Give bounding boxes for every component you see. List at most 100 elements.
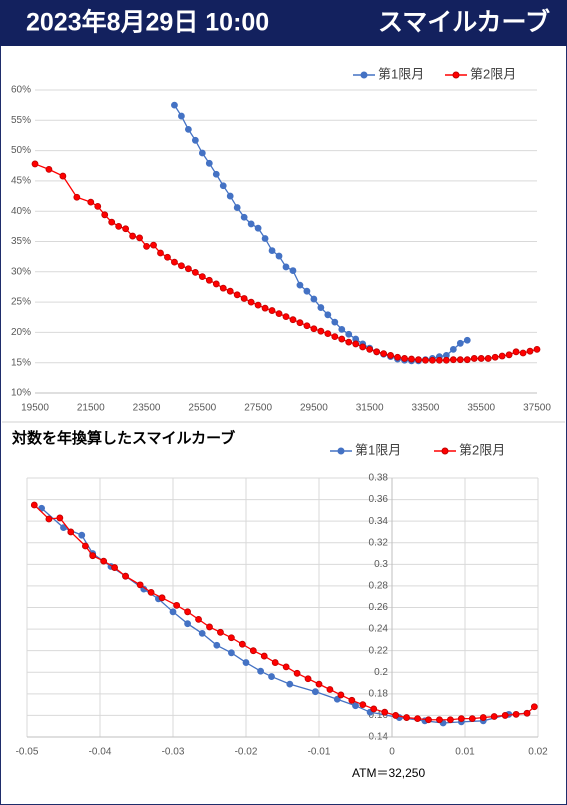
data-point (477, 355, 485, 362)
data-point (449, 356, 457, 364)
data-point (408, 355, 415, 363)
data-point (67, 528, 75, 536)
x-tick-label: 35500 (467, 403, 495, 414)
data-point (217, 628, 224, 636)
x-tick-label: -0.01 (308, 747, 331, 758)
y-tick-label: 0.16 (369, 710, 389, 721)
data-point (261, 304, 269, 312)
data-point (403, 714, 411, 721)
data-point (348, 696, 356, 704)
data-point (212, 170, 220, 178)
data-point (352, 702, 359, 710)
data-point (247, 298, 255, 306)
y-tick-label: 55% (11, 115, 31, 126)
data-point (227, 649, 235, 657)
data-point (184, 265, 192, 273)
data-point (512, 710, 520, 718)
data-point (59, 172, 67, 180)
data-point (331, 333, 339, 341)
data-point (260, 652, 268, 660)
legend-marker (452, 71, 460, 79)
data-point (261, 235, 269, 242)
data-point (191, 269, 199, 276)
data-point (380, 350, 388, 358)
data-point (157, 249, 164, 257)
data-point (456, 339, 464, 347)
data-point (173, 601, 181, 609)
data-point (463, 336, 471, 344)
data-point (171, 101, 178, 109)
data-point (479, 714, 487, 721)
data-point (45, 515, 53, 523)
y-tick-label: 0.32 (369, 537, 389, 548)
data-point (429, 356, 436, 364)
y-tick-label: 60% (11, 85, 31, 96)
data-point (331, 318, 339, 326)
data-point (296, 319, 304, 327)
x-tick-label: -0.03 (162, 747, 185, 758)
data-point (289, 267, 297, 274)
data-point (78, 531, 86, 539)
data-point (169, 608, 177, 616)
data-point (512, 348, 520, 356)
data-point (456, 356, 464, 364)
data-point (359, 701, 367, 709)
data-point (268, 307, 276, 314)
data-point (89, 552, 97, 560)
data-point (505, 351, 513, 359)
data-point (60, 524, 67, 532)
x-tick-label: 29500 (300, 403, 328, 414)
x-tick-label: 23500 (133, 403, 161, 414)
data-point (491, 353, 499, 361)
data-point (233, 204, 241, 211)
data-point (111, 564, 118, 571)
data-point (333, 695, 341, 703)
data-point (352, 340, 360, 348)
data-point (30, 501, 38, 509)
series-line (41, 507, 528, 724)
data-point (122, 572, 129, 580)
data-point (401, 355, 408, 362)
x-tick-label: 37500 (523, 403, 551, 414)
data-point (227, 634, 235, 642)
y-tick-label: 0.24 (369, 624, 389, 635)
legend-marker (337, 447, 345, 455)
data-point (533, 345, 541, 353)
annotation: ATM＝32,250 (352, 766, 425, 780)
y-tick-label: 25% (11, 297, 31, 308)
series-line (33, 504, 535, 721)
data-point (345, 330, 353, 338)
header-title: スマイルカーブ (378, 8, 550, 37)
data-point (338, 325, 346, 333)
data-point (233, 291, 241, 299)
data-point (56, 514, 64, 522)
y-tick-label: 0.3 (374, 559, 388, 570)
data-point (249, 647, 257, 655)
data-point (315, 680, 323, 688)
data-point (136, 234, 143, 242)
data-point (212, 280, 220, 288)
data-point (184, 620, 192, 628)
data-point (446, 716, 454, 724)
data-point (303, 287, 311, 295)
data-point (457, 715, 465, 723)
data-point (219, 182, 227, 190)
data-point (282, 313, 290, 321)
data-point (158, 594, 166, 602)
data-point (317, 327, 325, 335)
data-point (470, 355, 478, 362)
data-point (338, 335, 346, 343)
data-point (436, 716, 443, 724)
y-tick-label: 45% (11, 176, 31, 187)
data-point (226, 287, 234, 295)
data-point (100, 557, 108, 565)
x-tick-label: 0 (389, 747, 395, 758)
data-point (311, 688, 319, 696)
data-point (293, 669, 301, 677)
y-tick-label: 0.18 (369, 688, 389, 699)
data-point (240, 295, 248, 302)
data-point (178, 262, 185, 270)
data-point (184, 125, 192, 133)
data-point (254, 301, 262, 309)
